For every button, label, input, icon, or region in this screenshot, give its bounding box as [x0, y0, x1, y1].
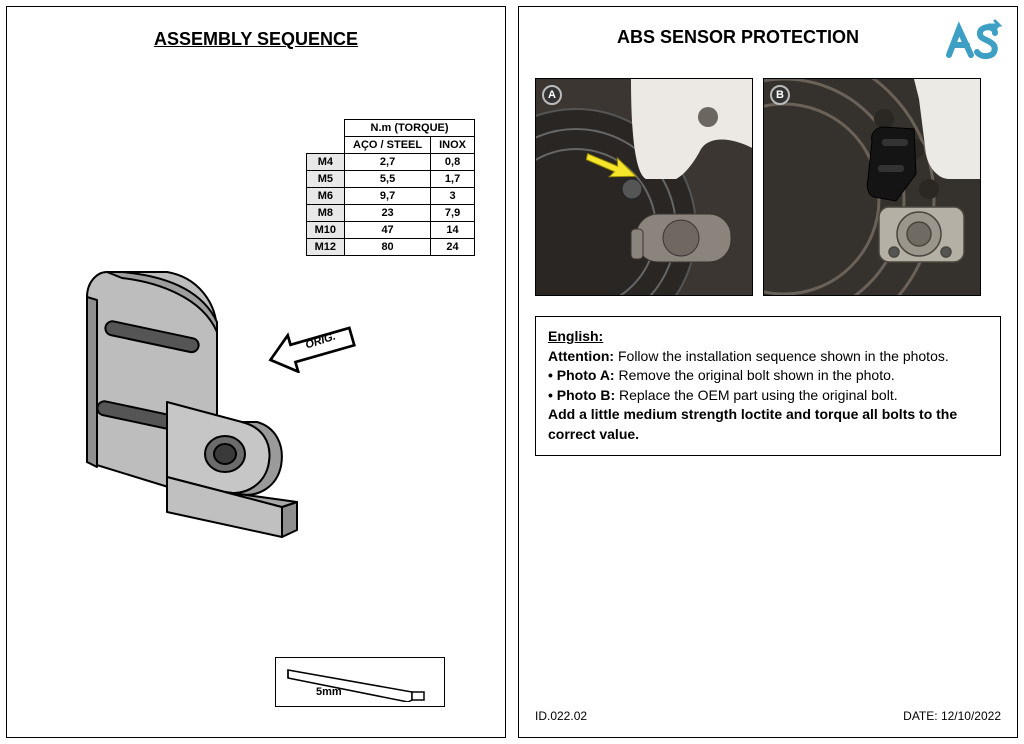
table-row: M6 9,7 3 [306, 188, 474, 205]
instr-line2: Remove the original bolt shown in the ph… [615, 367, 895, 383]
instr-attention-label: Attention: [548, 348, 614, 364]
torque-header: N.m (TORQUE) [345, 120, 475, 137]
footer-id: ID.022.02 [535, 709, 587, 723]
photo-b: B [763, 78, 981, 296]
photo-b-illustration [764, 79, 981, 296]
instructions-box: English: Attention: Follow the installat… [535, 316, 1001, 456]
right-title: ABS SENSOR PROTECTION [535, 27, 1001, 48]
footer-row: ID.022.02 DATE: 12/10/2022 [535, 709, 1001, 723]
footer-date: DATE: 12/10/2022 [903, 709, 1001, 723]
torque-col-steel: AÇO / STEEL [345, 137, 431, 154]
photo-a-illustration [536, 79, 753, 296]
left-title: ASSEMBLY SEQUENCE [23, 29, 489, 50]
as-logo-icon [943, 19, 1003, 63]
photo-row: A [535, 78, 1001, 296]
photo-b-badge: B [770, 85, 790, 105]
torque-table: N.m (TORQUE) AÇO / STEEL INOX M4 2,7 0,8… [306, 119, 475, 256]
instructions-lang: English: [548, 328, 603, 344]
table-row: M12 80 24 [306, 239, 474, 256]
left-panel: ASSEMBLY SEQUENCE N.m (TORQUE) AÇO / STE… [6, 6, 506, 738]
hex-key-icon [284, 662, 434, 702]
hex-key-label: 5mm [316, 686, 342, 698]
table-row: M5 5,5 1,7 [306, 171, 474, 188]
part-drawing [47, 262, 347, 542]
right-panel: ABS SENSOR PROTECTION A [518, 6, 1018, 738]
table-row: M4 2,7 0,8 [306, 154, 474, 171]
instr-photo-a-label: • Photo A: [548, 367, 615, 383]
torque-col-inox: INOX [431, 137, 475, 154]
hex-key-box: 5mm [275, 657, 445, 707]
instr-photo-b-label: • Photo B: [548, 387, 615, 403]
photo-a: A [535, 78, 753, 296]
table-row: M10 47 14 [306, 222, 474, 239]
instr-line3: Replace the OEM part using the original … [615, 387, 898, 403]
instr-line4: Add a little medium strength loctite and… [548, 406, 957, 442]
instr-line1: Follow the installation sequence shown i… [614, 348, 949, 364]
table-row: M8 23 7,9 [306, 205, 474, 222]
photo-a-badge: A [542, 85, 562, 105]
yellow-arrow-icon [586, 149, 638, 179]
